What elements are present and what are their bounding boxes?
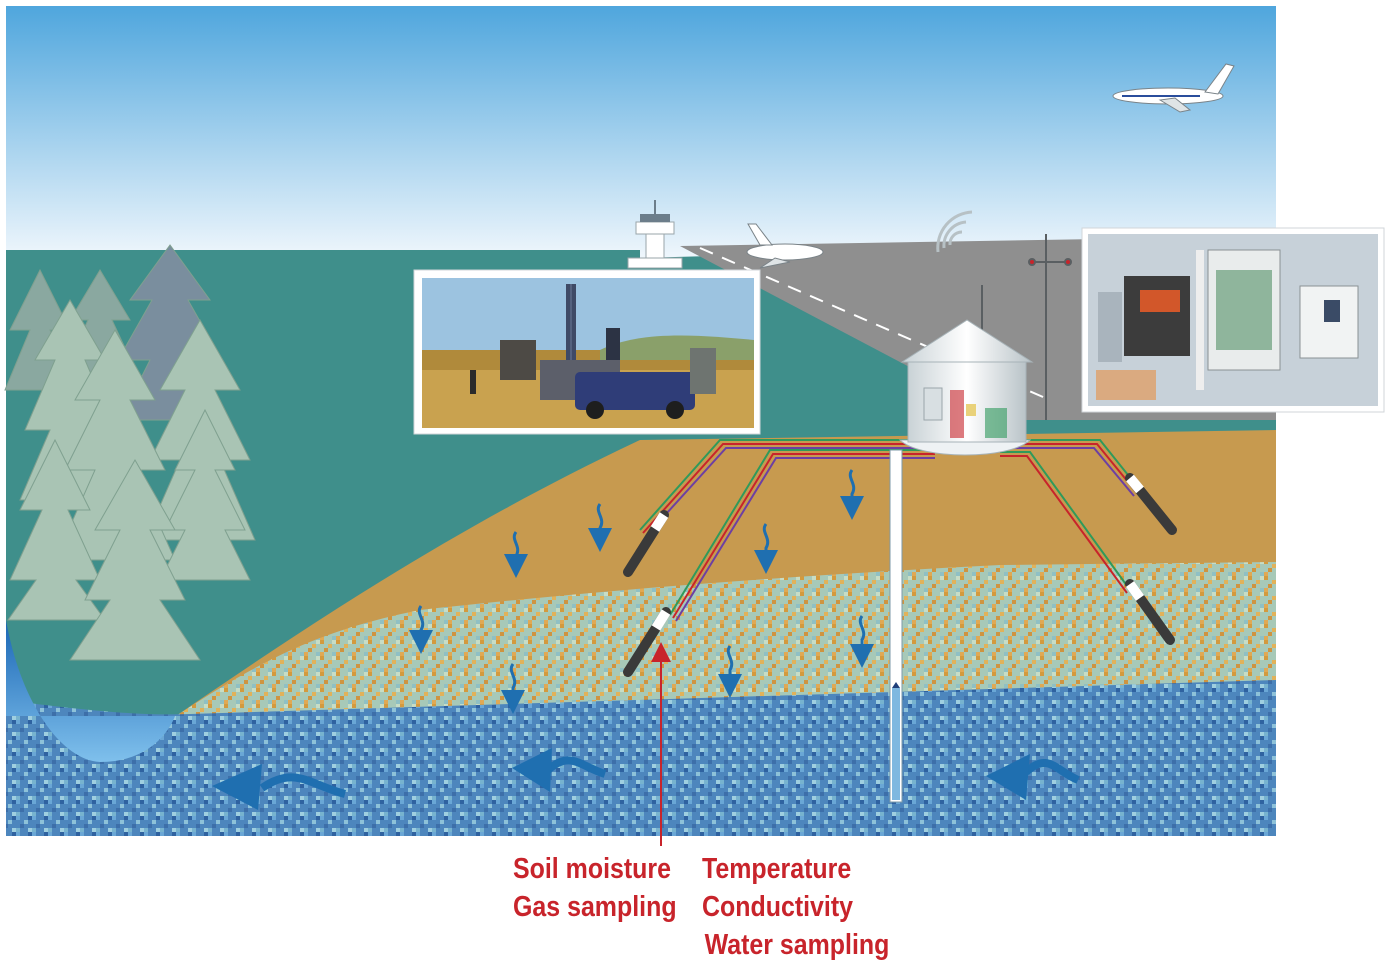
instrument-cabinet-photo	[1081, 227, 1385, 413]
lake	[6, 620, 175, 762]
percolation-arrow-icon	[501, 663, 525, 714]
probe-icon	[623, 607, 671, 677]
label-gas-sampling: Gas sampling	[513, 891, 677, 923]
label-temperature: Temperature	[702, 853, 852, 885]
percolation-arrow-icon	[840, 469, 864, 520]
groundwater-flow-arrows	[212, 748, 1080, 810]
groundwater-flow-arrow-icon	[986, 754, 1080, 800]
probe-icon	[623, 510, 669, 577]
airplane-icon	[1112, 63, 1235, 113]
label-soil-moisture: Soil moisture	[513, 853, 671, 885]
label-group-right: Temperature Conductivity Water sampling	[702, 850, 889, 964]
probe-icon	[1125, 579, 1175, 645]
monitoring-station-icon	[898, 319, 1034, 456]
drilling-rig-photo	[413, 269, 761, 435]
weather-mast-icon	[1028, 234, 1072, 420]
forest	[4, 244, 256, 661]
label-conductivity: Conductivity	[702, 891, 854, 923]
groundwater-flow-arrow-icon	[212, 764, 347, 810]
radio-signal-icon	[936, 210, 973, 253]
percolation-arrow-icon	[409, 605, 433, 654]
groundwater-flow-arrow-icon	[512, 748, 607, 792]
probe-icon	[1125, 473, 1177, 535]
airplane-icon	[746, 223, 824, 269]
groundwater-layer	[6, 680, 1276, 836]
percolation-arrow-icon	[504, 531, 528, 578]
percolation-arrow-icon	[718, 645, 742, 698]
monitoring-well	[889, 449, 903, 803]
control-tower-icon	[627, 200, 683, 269]
percolation-arrows	[409, 469, 874, 714]
percolation-arrow-icon	[754, 523, 778, 574]
label-group-left: Soil moisture Gas sampling	[513, 850, 677, 926]
percolation-arrow-icon	[588, 503, 612, 552]
label-water-sampling: Water sampling	[704, 929, 890, 961]
probe-cables	[639, 439, 1141, 622]
percolation-arrow-icon	[850, 615, 874, 668]
